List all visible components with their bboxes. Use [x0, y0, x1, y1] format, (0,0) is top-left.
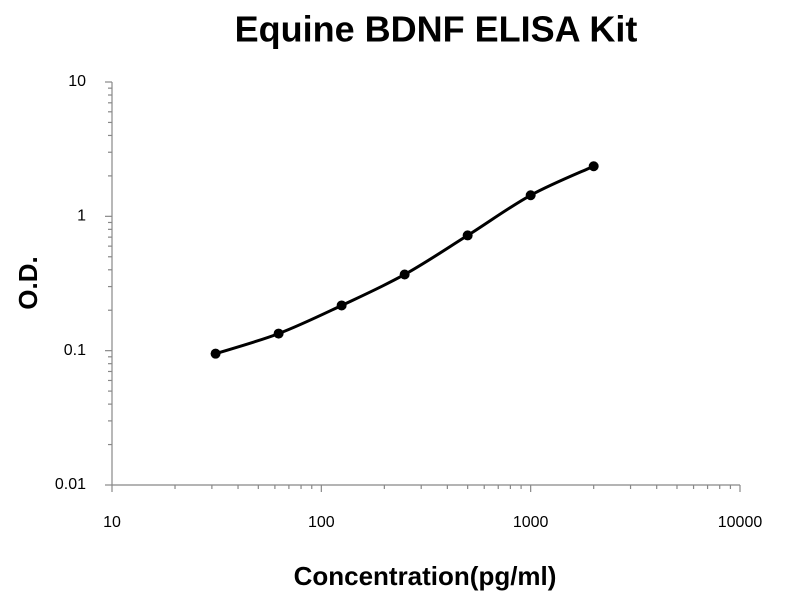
data-point: [588, 161, 599, 172]
x-tick-label: 10: [103, 514, 121, 531]
data-point: [336, 300, 347, 311]
x-tick-label: 10000: [718, 514, 763, 531]
y-tick-label: 0.01: [55, 476, 86, 493]
chart-title: Equine BDNF ELISA Kit: [235, 9, 638, 50]
x-tick-label: 100: [308, 514, 335, 531]
y-tick-label: 0.1: [64, 342, 86, 359]
data-point: [525, 190, 536, 201]
data-point: [210, 348, 221, 359]
data-point: [462, 230, 473, 241]
y-tick-label: 1: [77, 208, 86, 225]
x-tick-label: 1000: [513, 514, 549, 531]
x-axis-label: Concentration(pg/ml): [294, 561, 557, 591]
data-point: [273, 328, 284, 339]
y-axis-label: O.D.: [13, 256, 43, 309]
y-tick-label: 10: [68, 73, 86, 90]
data-point: [399, 269, 410, 280]
